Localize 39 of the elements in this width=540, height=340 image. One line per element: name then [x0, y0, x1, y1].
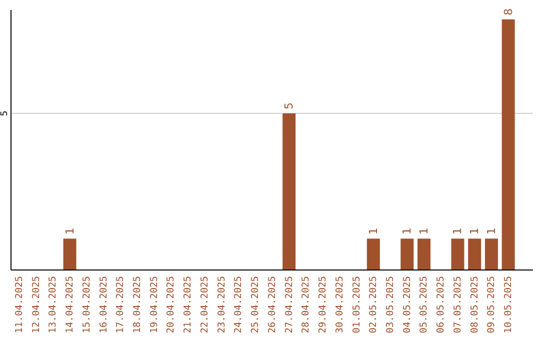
data-label: 1: [451, 228, 464, 235]
x-tick-label: 02.05.2025: [368, 276, 380, 334]
data-label: 1: [366, 228, 380, 235]
x-tick-label: 10.05.2025: [503, 276, 514, 334]
x-tick-label: 15.04.2025: [81, 276, 92, 334]
x-tick-label: 03.05.2025: [385, 276, 396, 334]
x-tick-label: 09.05.2025: [486, 276, 498, 334]
x-tick-label: 30.04.2025: [334, 276, 346, 334]
x-tick-label: 21.04.2025: [182, 276, 194, 334]
x-tick-label: 20.04.2025: [166, 276, 177, 334]
x-tick-label: 06.05.2025: [436, 276, 447, 334]
data-label: 1: [400, 228, 414, 235]
x-tick-label: 29.04.2025: [318, 276, 329, 334]
x-tick-label: 27.04.2025: [284, 276, 295, 334]
x-tick-label: 23.04.2025: [216, 276, 228, 334]
x-tick-label: 16.04.2025: [98, 276, 110, 334]
x-tick-label: 25.04.2025: [250, 276, 262, 334]
x-tick-label: 11.04.2025: [14, 276, 25, 334]
data-label: 1: [417, 228, 430, 235]
x-tick-label: 05.05.2025: [418, 276, 430, 334]
x-tick-label: 01.05.2025: [351, 276, 362, 334]
data-label: 8: [502, 8, 515, 16]
x-tick-label: 04.05.2025: [402, 276, 413, 334]
x-tick-label: 17.04.2025: [115, 276, 126, 334]
x-tick-label: 28.04.2025: [300, 276, 312, 334]
x-tick-label: 22.04.2025: [199, 276, 210, 334]
data-label: 1: [484, 228, 498, 235]
x-tick-label: 24.04.2025: [233, 276, 244, 334]
x-tick-label: 12.04.2025: [30, 276, 42, 334]
x-tick-label: 07.05.2025: [452, 276, 464, 334]
x-tick-label: 26.04.2025: [266, 276, 278, 334]
x-tick-label: 14.04.2025: [64, 276, 76, 334]
x-tick-label: 18.04.2025: [132, 276, 143, 334]
data-label: 1: [468, 228, 482, 235]
x-tick-label: 13.04.2025: [48, 276, 59, 334]
data-label: 5: [282, 102, 296, 110]
data-label: 1: [63, 228, 76, 235]
x-tick-label: 08.05.2025: [469, 276, 480, 334]
x-tick-label: 19.04.2025: [148, 276, 160, 334]
